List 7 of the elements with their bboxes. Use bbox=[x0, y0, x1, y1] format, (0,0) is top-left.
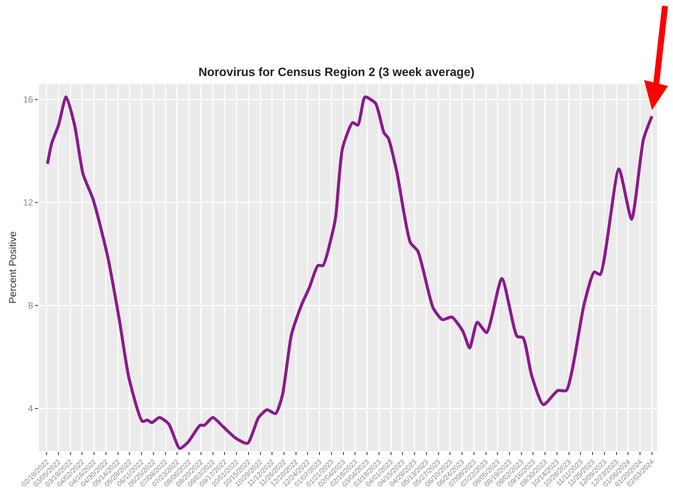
y-tick-label: 16 bbox=[23, 94, 34, 105]
y-axis-title: Percent Positive bbox=[8, 230, 20, 304]
y-tick-label: 12 bbox=[23, 198, 34, 208]
y-tick-label: 8 bbox=[28, 300, 34, 311]
y-tick-label: 4 bbox=[28, 404, 34, 414]
chart-title: Norovirus for Census Region 2 (3 week average) bbox=[198, 65, 475, 80]
line-series bbox=[46, 95, 654, 450]
